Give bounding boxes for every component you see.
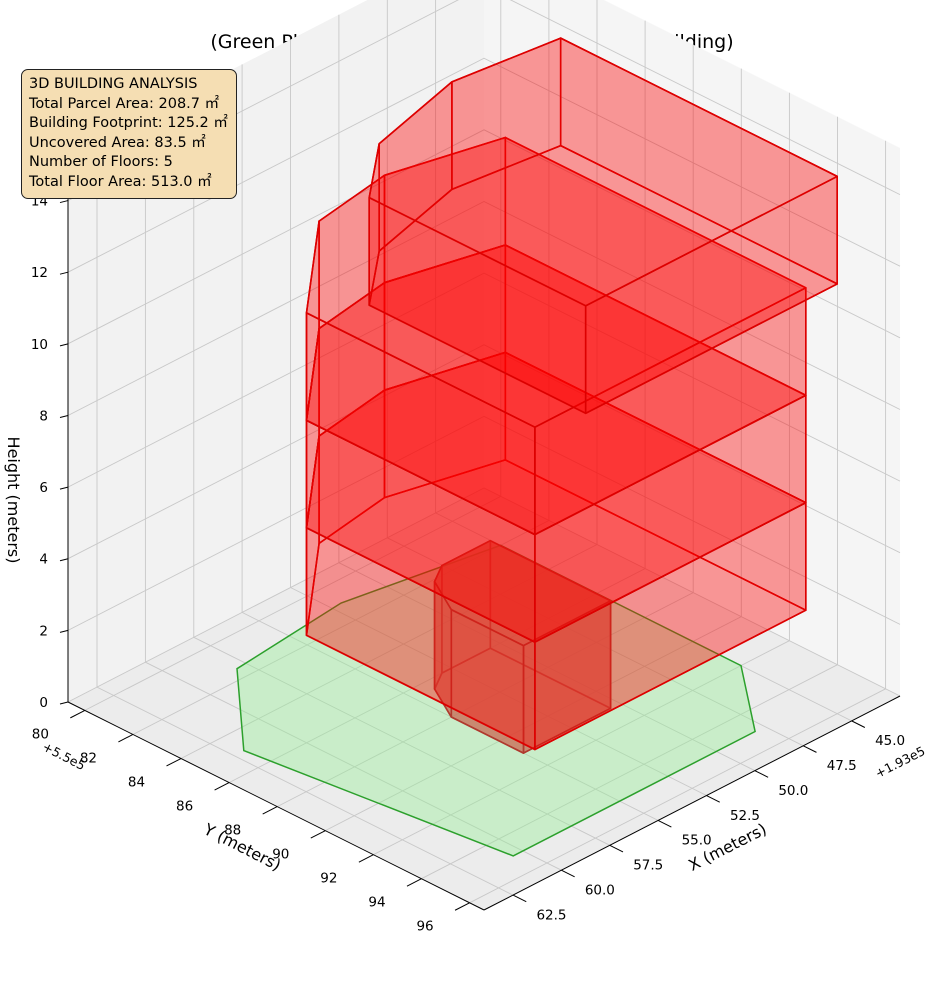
info-line: Total Floor Area: 513.0 ㎡ xyxy=(29,173,212,190)
y-tick-label: 82 xyxy=(80,750,97,766)
z-tick-label: 4 xyxy=(39,552,48,568)
x-tick xyxy=(706,795,720,803)
x-tick-label: 62.5 xyxy=(536,907,566,923)
z-tick xyxy=(59,629,69,633)
analysis-info-box: 3D BUILDING ANALYSIS Total Parcel Area: … xyxy=(21,69,237,199)
data-layer xyxy=(236,37,839,857)
y-tick-label: 90 xyxy=(272,847,289,863)
info-line: Building Footprint: 125.2 ㎡ xyxy=(29,115,228,131)
x-tick-label: 47.5 xyxy=(827,758,857,774)
z-tick xyxy=(59,701,69,705)
z-tick-label: 8 xyxy=(39,408,48,424)
x-tick xyxy=(512,894,527,903)
grid-line-z xyxy=(67,415,901,631)
grid-line-z xyxy=(67,200,901,416)
x-tick xyxy=(754,770,769,778)
y-tick xyxy=(454,902,470,911)
building-floor-5-top xyxy=(368,37,839,307)
z-tick-label: 0 xyxy=(39,695,48,711)
y-tick xyxy=(358,854,374,863)
z-tick xyxy=(59,486,69,490)
y-tick-label: 80 xyxy=(32,726,49,742)
grid-line-z xyxy=(67,344,901,560)
y-tick-label: 88 xyxy=(224,822,241,838)
y-tick-label: 96 xyxy=(416,919,433,935)
y-axis-line xyxy=(67,701,485,911)
z-tick xyxy=(59,200,69,204)
x-tick xyxy=(657,819,672,828)
axes xyxy=(59,154,901,911)
y-tick-label: 84 xyxy=(128,774,145,790)
x-tick-label: 57.5 xyxy=(633,858,663,874)
info-line: Total Parcel Area: 208.7 ㎡ xyxy=(29,95,220,112)
info-line: 3D BUILDING ANALYSIS xyxy=(29,76,198,92)
y-tick xyxy=(406,878,422,887)
grid-line-z xyxy=(67,57,901,273)
y-tick xyxy=(310,830,326,839)
grid-line-z xyxy=(67,487,901,703)
x-tick-label: 45.0 xyxy=(875,733,905,749)
z-tick-label: 10 xyxy=(31,337,48,353)
building-floor-4-top xyxy=(305,136,807,429)
x-tick xyxy=(851,720,866,728)
info-line: Uncovered Area: 83.5 ㎡ xyxy=(29,134,206,151)
x-tick xyxy=(609,844,624,853)
z-tick xyxy=(59,414,69,418)
right-wall-pane xyxy=(484,0,900,696)
info-line: Number of Floors: 5 xyxy=(29,154,173,170)
grid-lines xyxy=(67,0,901,904)
y-tick-label: 94 xyxy=(368,895,385,911)
x-tick-label: 50.0 xyxy=(778,783,808,799)
x-tick-label: 52.5 xyxy=(730,808,760,824)
y-tick-label: 86 xyxy=(176,798,193,814)
x-tick-label: 60.0 xyxy=(585,882,615,898)
z-tick-label: 2 xyxy=(39,623,48,639)
x-axis-line xyxy=(483,695,901,911)
grid-line-z xyxy=(67,129,901,345)
z-tick-label: 12 xyxy=(31,265,48,281)
y-tick xyxy=(70,709,86,719)
z-tick xyxy=(59,558,69,562)
y-tick xyxy=(118,734,134,743)
z-tick xyxy=(59,343,69,347)
z-tick-label: 6 xyxy=(39,480,48,496)
y-tick xyxy=(166,758,182,767)
z-tick xyxy=(59,271,69,275)
x-tick xyxy=(561,869,575,878)
grid-line-z xyxy=(67,272,901,488)
y-offset-label: +5.5e5 xyxy=(40,739,88,773)
y-tick xyxy=(214,782,230,791)
x-tick-label: 55.0 xyxy=(682,833,712,849)
building-floor-1-top xyxy=(433,539,612,647)
x-tick xyxy=(803,745,817,753)
y-tick xyxy=(262,806,278,815)
y-tick-label: 92 xyxy=(320,871,337,887)
z-axis-label: Height (meters) xyxy=(4,437,23,564)
